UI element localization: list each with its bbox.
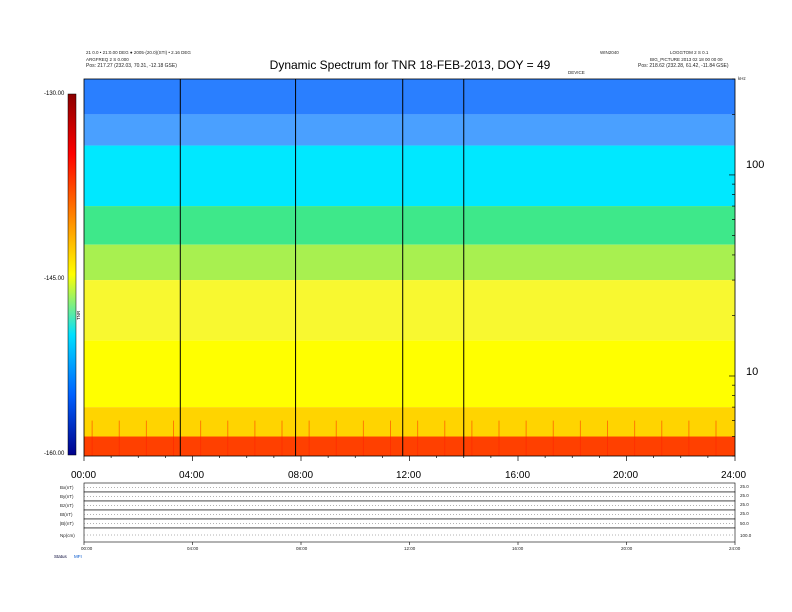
subpanel-label-b: |B|(nT): [60, 521, 74, 526]
subpanel-frame-2: [83, 500, 736, 511]
y-tick-label-10: 10: [746, 366, 759, 378]
x-tick-label-2: 08:00: [288, 470, 314, 481]
spectrogram-bands: [84, 79, 735, 456]
header-right-line2: BIG_PICTURE 2013 02 18 00 00 00: [650, 57, 723, 62]
subpanel-label-by: By(nT): [60, 494, 74, 499]
x-tick-label-3: 12:00: [396, 470, 422, 481]
spectrogram-band-1: [84, 114, 735, 146]
subpanel-right-tick-1: 25.0: [740, 493, 749, 498]
header-left-line3: Pos: 217.27 (232.03, 70.31, -12.18 GSE): [86, 63, 177, 69]
spectrogram-band-2: [84, 145, 735, 207]
subpanel-frame-5: [83, 527, 736, 543]
header-left-line2: ARGFREQ 2 S 0.000: [86, 57, 129, 62]
subpanel-label-np: Np(cm): [60, 533, 75, 538]
subpanel-frame-3: [83, 509, 736, 520]
x-tick-label-1: 04:00: [179, 470, 205, 481]
subpanel-right-tick-0: 25.0: [740, 484, 749, 489]
header-center-small: DEVICE: [568, 70, 585, 75]
spectrogram-band-8: [84, 436, 735, 456]
spectrogram-band-4: [84, 244, 735, 281]
subpanel-frame-4: [83, 518, 736, 529]
spectrogram-vertical-lines: [179, 79, 465, 456]
subpanel-x-tick-2: 08:00: [296, 546, 308, 551]
x-tick-label-6: 24:00: [721, 470, 747, 481]
subpanel-label-bt: Bt(nT): [60, 512, 73, 517]
subpanel-right-tick-3: 25.0: [740, 511, 749, 516]
subpanel-status-code: MFI: [74, 554, 82, 559]
subpanel-frame-0: [83, 482, 736, 493]
subpanel-label-bz: Bz(nT): [60, 503, 74, 508]
header-left-line1: 21 0.0 • 21:0.00 DEG ● 2005·(20.0)(STI) …: [86, 50, 191, 55]
colorbar: [67, 93, 77, 456]
spectrogram-band-3: [84, 206, 735, 245]
chart-title: Dynamic Spectrum for TNR 18-FEB-2013, DO…: [269, 58, 551, 72]
subpanel-status-label: Status: [54, 554, 67, 559]
subpanel-right-tick-5: 100.0: [740, 533, 752, 538]
x-tick-label-0: 00:00: [71, 470, 97, 481]
x-tick-label-4: 16:00: [505, 470, 531, 481]
subpanel-x-tick-4: 16:00: [512, 546, 524, 551]
x-tick-label-5: 20:00: [613, 470, 639, 481]
spectrogram-band-7: [84, 407, 735, 437]
colorbar-tick-mid: -145.00: [44, 276, 65, 282]
colorbar-tick-bottom: -160.00: [44, 451, 65, 457]
spectrogram-band-6: [84, 340, 735, 408]
spectrogram-band-5: [84, 280, 735, 341]
y-tick-label-100: 100: [746, 159, 765, 171]
y-axis-ticks: [729, 78, 735, 457]
subpanel-frame-1: [83, 491, 736, 502]
subpanels: [83, 482, 736, 545]
subpanel-right-tick-2: 25.0: [740, 502, 749, 507]
spectrogram-streaks: [91, 420, 717, 456]
header-mid-right-tag: WIN2040: [600, 50, 619, 55]
subpanel-x-tick-5: 20:00: [621, 546, 633, 551]
subpanel-x-tick-1: 04:00: [187, 546, 199, 551]
subpanel-right-tick-4: 50.0: [740, 521, 749, 526]
subpanel-x-tick-0: 00:00: [81, 546, 93, 551]
colorbar-tick-top: -130.00: [44, 91, 65, 97]
header-right-line1: LOGGTOM 2 S 0.1: [670, 50, 709, 55]
x-axis-ticks: [83, 456, 736, 461]
subpanel-x-tick-6: 24:00: [729, 546, 741, 551]
subpanel-x-tick-3: 12:00: [404, 546, 416, 551]
header-right-line3: Pos: 218.62 (232.28, 61.42, -11.84 GSE): [638, 63, 729, 69]
spectrogram-band-0: [84, 79, 735, 115]
corner-unit: kHz: [738, 76, 746, 81]
subpanel-label-bx: Bx(nT): [60, 485, 74, 490]
